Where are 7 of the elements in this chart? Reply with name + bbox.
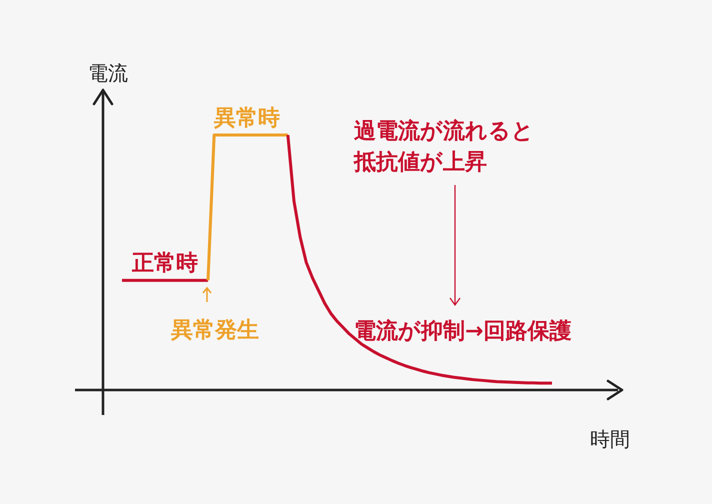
annotation: 電流が抑制→回路保護 [354, 318, 572, 344]
y-axis-title: 電流 [88, 61, 128, 85]
x-axis-title: 時間 [590, 427, 630, 451]
annotation: 過電流が流れると抵抗値が上昇 [353, 118, 534, 175]
text: 異常時 [213, 106, 280, 131]
annotation: 正常時 [131, 251, 198, 276]
annotation: 異常発生 [170, 318, 259, 343]
